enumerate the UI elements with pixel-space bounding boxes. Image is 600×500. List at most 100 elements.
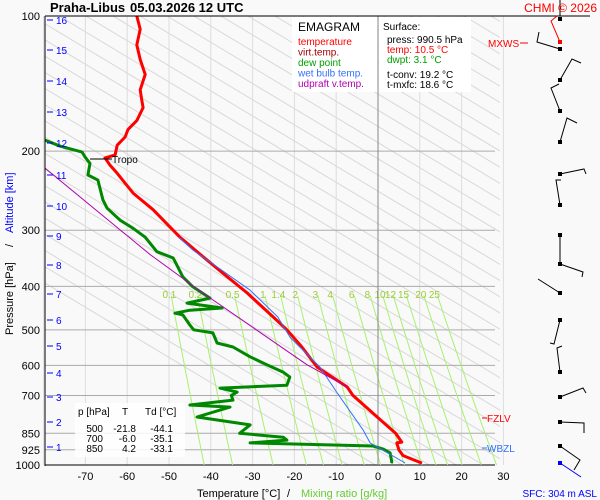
profiles [45,16,423,465]
series-temperature [103,16,423,465]
tropopause-label: Tropo [112,155,138,166]
wind-barbs [536,15,587,478]
series-dew-point [45,138,394,464]
wind-barb [559,445,581,471]
mixing-ratio-line [406,295,463,466]
temperature-tick-label: -60 [119,471,135,483]
mixing-ratio-line [392,295,449,466]
pressure-tick-label: 600 [22,360,40,372]
mixing-ratio-label: 6 [349,290,355,301]
dry-adiabat [463,16,500,39]
pressure-tick-label: 500 [22,325,40,337]
mixing-ratio-label: 4 [327,290,333,301]
mixing-ratio-line [234,295,274,466]
temperature-tick-label: -20 [286,471,302,483]
legend-title: EMAGRAM [298,20,360,34]
dry-adiabat [45,201,485,465]
series-wet-bulb-temp [178,236,406,464]
dry-adiabat [45,152,500,427]
dry-adiabat [490,16,500,22]
mixing-ratio-label: 10 [374,290,386,301]
table-cell: -21.8 [113,424,136,435]
wind-barb [559,421,585,433]
station-name: Praha-Libus [50,0,125,15]
pressure-tick-label: 925 [22,445,40,457]
dry-adiabat [45,185,500,460]
table-cell: -33.1 [150,444,173,455]
legend-box [292,17,378,92]
dry-adiabat [45,282,350,465]
mixing-ratio-label: 15 [398,290,410,301]
dry-adiabat [45,55,500,330]
altitude-tick-label: 9 [56,232,62,243]
altitude-tick-label: 6 [56,316,62,327]
altitude-tick-label: 3 [56,393,62,404]
wind-barb [549,319,561,345]
surface-press: press: 990.5 hPa [387,35,463,46]
pressure-tick-labels: 100 200 300 400 500 600 700 850 925 1000 [16,11,40,472]
wind-barb [559,117,578,143]
pressure-tick-label: 400 [22,281,40,293]
legend-item: udpraft v.temp. [298,79,364,90]
pressure-tick-label: 100 [22,11,40,23]
altitude-tick-label: 11 [56,171,67,182]
dry-adiabat [45,250,404,465]
pressure-tick-label: 700 [22,390,40,402]
altitude-tick-label: 12 [56,139,68,150]
legend-item: dew point [298,58,341,69]
temperature-tick-label: -70 [77,471,93,483]
altitude-tick-label: 7 [56,290,62,301]
mixing-ratio-label: 0.1 [162,290,176,301]
temperature-tick-label: 30 [497,471,509,483]
table-cell: 500 [86,424,103,435]
surface-dwpt: dwpt: 3.1 °C [387,55,442,66]
mixing-ratio-line [317,295,365,466]
dry-adiabat [45,233,431,465]
temperature-tick-labels: -70 -60 -50 -40 -30 -20 -10 0 10 20 30 [77,471,509,483]
dry-adiabat [139,16,500,233]
surface-elevation: SFC: 304 m ASL [523,489,598,500]
mixing-ratio-label: 25 [429,290,441,301]
altitude-tick-label: 2 [56,418,62,429]
table-cell: 4.2 [122,444,136,455]
surface-tconv: t-conv: 19.2 °C [387,70,453,81]
wbzl-label: WBZL [487,444,515,455]
y-axis-title-altitude: Altitude [km] [4,172,16,233]
temperature-tick-label: 10 [414,471,426,483]
x-axis-title: Temperature [°C] [197,488,280,500]
table-bg [75,403,185,457]
mixing-ratio-label: 0.5 [226,290,240,301]
dry-adiabat [45,169,500,444]
wind-barb-max [550,15,561,43]
wind-barb [559,58,582,81]
dry-adiabat [45,39,500,314]
temperature-tick-label: 20 [455,471,467,483]
dry-adiabat [45,120,500,395]
table-header: Td [°C] [145,407,176,418]
table-header: T [122,407,128,418]
dry-adiabat [45,23,500,298]
mixing-ratio-label: 20 [415,290,427,301]
mixing-ratio-label: 2 [293,290,299,301]
mixing-ratio-label: 1 [260,290,266,301]
surface-title: Surface: [383,22,420,33]
mixing-ratio-label: 12 [385,290,397,301]
copyright[interactable]: CHMI © 2026 [524,1,597,15]
altitude-tick-label: 10 [56,202,68,213]
altitude-tick-label: 14 [56,77,68,88]
wind-barb [559,387,587,398]
dry-adiabat [45,217,458,465]
wind-barb [550,83,561,112]
mixing-ratio-line [382,295,437,466]
altitude-tick-label: 16 [56,16,68,27]
mixing-ratio-line [369,295,423,466]
altitude-tick-label: 4 [56,369,62,380]
dry-adiabat [45,88,500,363]
series-udpraft-v-temp [45,167,348,388]
pressure-tick-label: 1000 [16,460,40,472]
mixing-ratio-label: 3 [313,290,319,301]
surface-temp: temp: 10.5 °C [387,45,448,56]
sounding-datetime: 05.03.2026 12 UTC [130,0,244,15]
